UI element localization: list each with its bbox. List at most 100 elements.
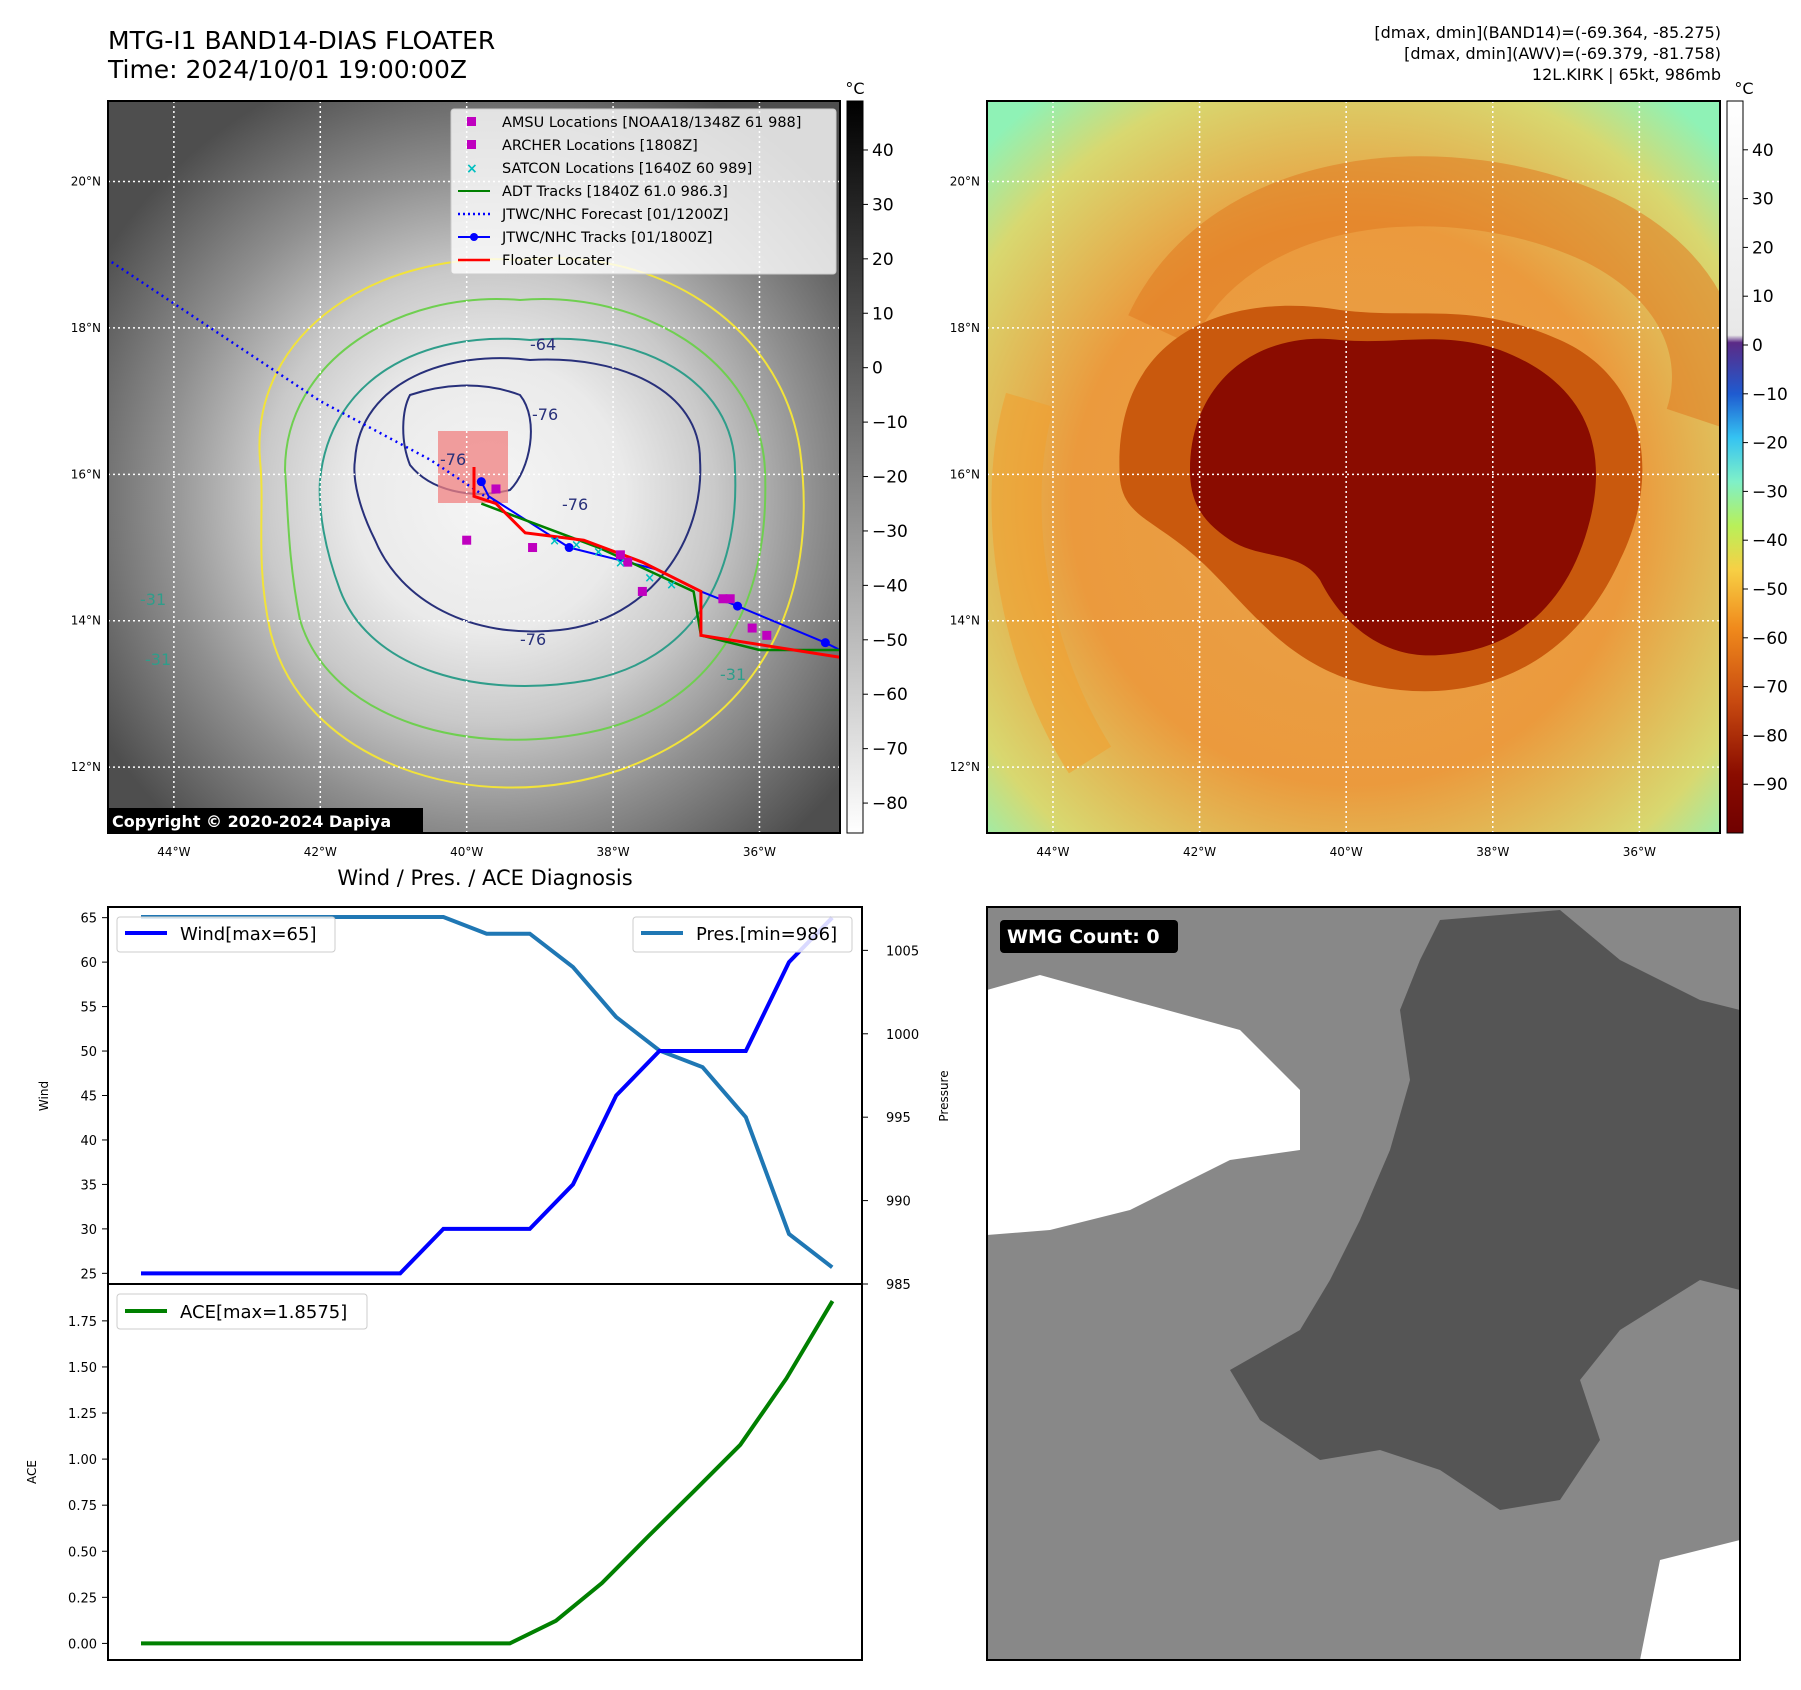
forecast-track: [110, 260, 497, 505]
wmg-count-label: WMG Count: 0: [1007, 926, 1160, 948]
wind-tick-label: 65: [80, 912, 97, 927]
ace-tick-label: 0.75: [68, 1499, 97, 1514]
wind-tick-label: 25: [80, 1267, 97, 1282]
lat-tick-label: 18°N: [71, 321, 101, 335]
legend-archer: ARCHER Locations [1808Z]: [502, 138, 698, 154]
ace-tick-label: 1.50: [68, 1361, 97, 1376]
colorbar-unit: °C: [845, 79, 864, 98]
pressure-tick-label: 985: [886, 1278, 911, 1293]
title-line-1: MTG-I1 BAND14-DIAS FLOATER: [108, 26, 496, 55]
contour-label: -76: [532, 405, 558, 424]
lon-tick-label: 42°W: [304, 845, 337, 859]
colorbar-unit: °C: [1734, 79, 1753, 98]
colorbar-tick-label: 40: [872, 141, 894, 161]
colorbar-tick-label: −50: [872, 631, 908, 651]
pressure-legend-label: Pres.[min=986]: [696, 924, 837, 945]
outer-band: [1128, 156, 1720, 427]
ace-y-ticks: 0.00 0.25 0.50 0.75 1.00 1.25 1.50 1.75: [68, 1315, 108, 1652]
best-track-point: [476, 477, 486, 487]
satcon-marker: ×: [571, 538, 582, 553]
wind-tick-label: 50: [80, 1045, 97, 1060]
awv-map-frame: [986, 100, 1721, 834]
archer-marker: [623, 557, 633, 567]
legend-satcon: SATCON Locations [1640Z 60 989]: [502, 161, 752, 177]
wmg-clear-corner: [1640, 1540, 1740, 1660]
map-gridlines: [987, 101, 1720, 833]
contour-navy: [353, 357, 702, 633]
info-line-2: [dmax, dmin](AWV)=(-69.379, -81.758): [1404, 44, 1721, 63]
ir-map-panel: -64 -76 -76 -76 -76 -31 -31 -31 × × × × × × C…: [71, 79, 908, 859]
satcon-marker: ×: [549, 534, 560, 549]
archer-marker: [725, 594, 735, 604]
pressure-tick-label: 995: [886, 1111, 911, 1126]
legend-adt: ADT Tracks [1840Z 61.0 986.3]: [502, 184, 728, 200]
colorbar-tick-label: −30: [872, 522, 908, 542]
archer-marker: [747, 623, 757, 633]
colorbar-tick-label: 0: [872, 359, 883, 379]
diagnosis-panel: Wind / Pres. / ACE Diagnosis Wind Pressu…: [25, 866, 951, 1661]
wind-tick-label: 45: [80, 1090, 97, 1105]
lon-tick-label: 42°W: [1183, 845, 1216, 859]
colorbar-tick-label: −70: [872, 740, 908, 760]
colorbar-tick-label: −80: [1752, 726, 1788, 746]
ace-tick-label: 1.75: [68, 1315, 97, 1330]
wind-tick-label: 30: [80, 1223, 97, 1238]
lat-tick-label: 14°N: [71, 614, 101, 628]
colorbar-tick-label: −20: [1752, 434, 1788, 454]
wmg-panel: WMG Count: 0: [986, 906, 1741, 1661]
ir-map-ticks: 44°W 42°W 40°W 38°W 36°W 20°N 18°N 16°N 14°N 12°N: [71, 175, 776, 859]
lon-tick-label: 40°W: [1330, 845, 1363, 859]
wind-tick-label: 55: [80, 1001, 97, 1016]
archer-marker-icon: [467, 140, 476, 149]
contour-label: -64: [530, 335, 556, 354]
colorbar-tick-label: 20: [1752, 238, 1774, 258]
colorbar-color-ticks: 40 30 20 10 0 −10 −20 −30 −40 −50 −60 −70 −80 −90: [1743, 141, 1788, 795]
contour-label: -76: [562, 495, 588, 514]
lat-tick-label: 12°N: [71, 760, 101, 774]
wind-axis-label: Wind: [37, 1081, 51, 1111]
colorbar-tick-label: −20: [872, 468, 908, 488]
contour-label: -31: [145, 650, 171, 669]
archer-marker: [462, 535, 472, 545]
wind-legend-label: Wind[max=65]: [180, 924, 317, 945]
ace-tick-label: 0.25: [68, 1591, 97, 1606]
colorbar-tick-label: −40: [1752, 531, 1788, 551]
satcon-marker: ×: [593, 545, 604, 560]
title-line-2: Time: 2024/10/01 19:00:00Z: [108, 55, 467, 84]
contour-yellow: [258, 257, 805, 789]
lon-tick-label: 40°W: [450, 845, 483, 859]
ace-series-line: [141, 1300, 835, 1646]
ir-map-frame: [107, 100, 841, 834]
legend-amsu: AMSU Locations [NOAA18/1348Z 61 988]: [502, 115, 801, 131]
pressure-axis-label: Pressure: [937, 1070, 951, 1121]
contour-lightgreen: [283, 298, 767, 741]
lon-tick-label: 44°W: [157, 845, 190, 859]
legend-box: [450, 108, 837, 275]
pressure-y-ticks: 985 990 995 1000 1005: [862, 944, 919, 1293]
best-track-point: [820, 638, 830, 648]
diagnosis-title: Wind / Pres. / ACE Diagnosis: [337, 866, 632, 890]
legend-box: [116, 916, 336, 953]
satcon-marker-icon: ×: [466, 161, 478, 177]
ace-tick-label: 1.25: [68, 1407, 97, 1422]
colorbar-tick-label: 10: [872, 304, 894, 324]
colorbar-tick-label: −60: [1752, 629, 1788, 649]
colorbar-tick-label: −10: [872, 413, 908, 433]
lat-tick-label: 20°N: [950, 175, 980, 189]
ace-tick-label: 0.00: [68, 1637, 97, 1652]
archer-marker: [637, 586, 647, 596]
colorbar-tick-label: 40: [1752, 141, 1774, 161]
west-band: [991, 392, 1112, 774]
colorbar-tick-label: 10: [1752, 287, 1774, 307]
info-line-1: [dmax, dmin](BAND14)=(-69.364, -85.275): [1374, 23, 1721, 42]
ace-tick-label: 0.50: [68, 1545, 97, 1560]
pressure-tick-label: 1005: [886, 944, 919, 959]
ace-tick-label: 1.00: [68, 1453, 97, 1468]
archer-marker: [528, 543, 538, 553]
storm-tracks: × × × × × ×: [110, 260, 840, 659]
legend-box: [632, 916, 853, 953]
legend-floater: Floater Locater: [502, 253, 611, 269]
colorbar-tick-label: 0: [1752, 336, 1763, 356]
tracks-point-icon: [470, 233, 478, 241]
lat-tick-label: 14°N: [950, 614, 980, 628]
